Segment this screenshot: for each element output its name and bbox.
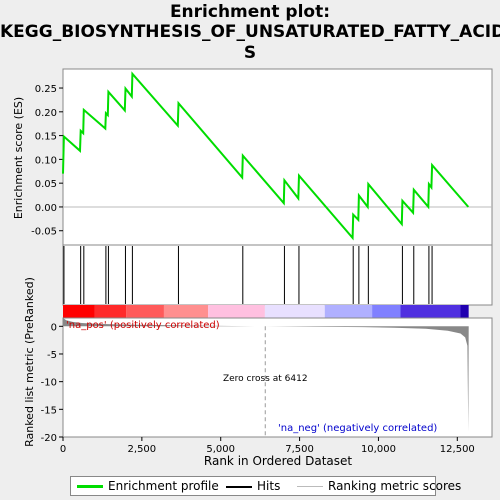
ranked-y-label: Ranked list metric (PreRanked)	[23, 277, 36, 447]
ranked-x-tick-label: 12,500	[440, 444, 475, 455]
positive-correlation-label: 'na_pos' (positively correlated)	[66, 320, 220, 331]
es-y-tick-label: -0.05	[31, 227, 57, 238]
colorbar-segment	[325, 305, 372, 318]
ranked-x-axis: 0 2,500 5,000 7,500 10,000 12,500	[60, 437, 475, 455]
enrichment-plot: 0.25 0.20 0.15 0.10 0.05 0.00 -0.05 Enrichment…	[0, 0, 500, 475]
negative-correlation-label: 'na_neg' (negatively correlated)	[278, 423, 437, 434]
ranked-x-tick-label: 10,000	[361, 444, 396, 455]
colorbar-segment	[372, 305, 400, 318]
colorbar-segment	[460, 305, 468, 318]
es-y-tick-label: 0.05	[35, 179, 57, 190]
zero-cross-label: Zero cross at 6412	[223, 374, 308, 384]
ranked-x-tick-label: 2,500	[128, 444, 157, 455]
legend-hits-swatch	[226, 486, 252, 488]
legend-hits-label: Hits	[257, 479, 280, 493]
es-y-tick-label: 0.00	[35, 203, 57, 214]
legend-ranking-label: Ranking metric scores	[328, 479, 461, 493]
ranked-y-tick-label: -15	[41, 405, 57, 416]
es-panel	[63, 69, 492, 245]
colorbar-segment	[208, 305, 265, 318]
ranked-y-tick-label: -10	[41, 378, 57, 389]
hits-panel	[63, 245, 492, 305]
ranked-y-tick-label: -20	[41, 433, 57, 444]
ranked-y-axis: 0 -5 -10 -15 -20	[41, 322, 63, 444]
ranked-x-tick-label: 0	[60, 444, 66, 455]
legend-enrichment: Enrichment profile	[77, 479, 219, 493]
ranked-x-label: Rank in Ordered Dataset	[204, 454, 352, 468]
es-y-label: Enrichment score (ES)	[12, 97, 25, 219]
ranking-colorbar	[63, 305, 469, 318]
colorbar-segment	[63, 305, 95, 318]
es-y-tick-label: 0.25	[35, 84, 57, 95]
colorbar-segment	[401, 305, 461, 318]
es-y-tick-label: 0.20	[35, 108, 57, 119]
colorbar-segment	[164, 305, 208, 318]
chart-legend: Enrichment profile Hits Ranking metric s…	[70, 476, 436, 496]
legend-ranking-swatch	[297, 486, 323, 487]
colorbar-segment	[126, 305, 164, 318]
legend-hits: Hits	[226, 479, 280, 493]
legend-enrichment-swatch	[77, 485, 103, 488]
es-y-tick-label: 0.15	[35, 132, 57, 143]
legend-ranking: Ranking metric scores	[297, 479, 461, 493]
ranked-y-tick-label: 0	[51, 322, 57, 333]
es-y-tick-label: 0.10	[35, 155, 57, 166]
colorbar-segment	[265, 305, 325, 318]
es-y-axis: 0.25 0.20 0.15 0.10 0.05 0.00 -0.05	[31, 84, 63, 238]
ranked-y-tick-label: -5	[47, 350, 57, 361]
colorbar-segment	[95, 305, 127, 318]
legend-enrichment-label: Enrichment profile	[108, 479, 219, 493]
